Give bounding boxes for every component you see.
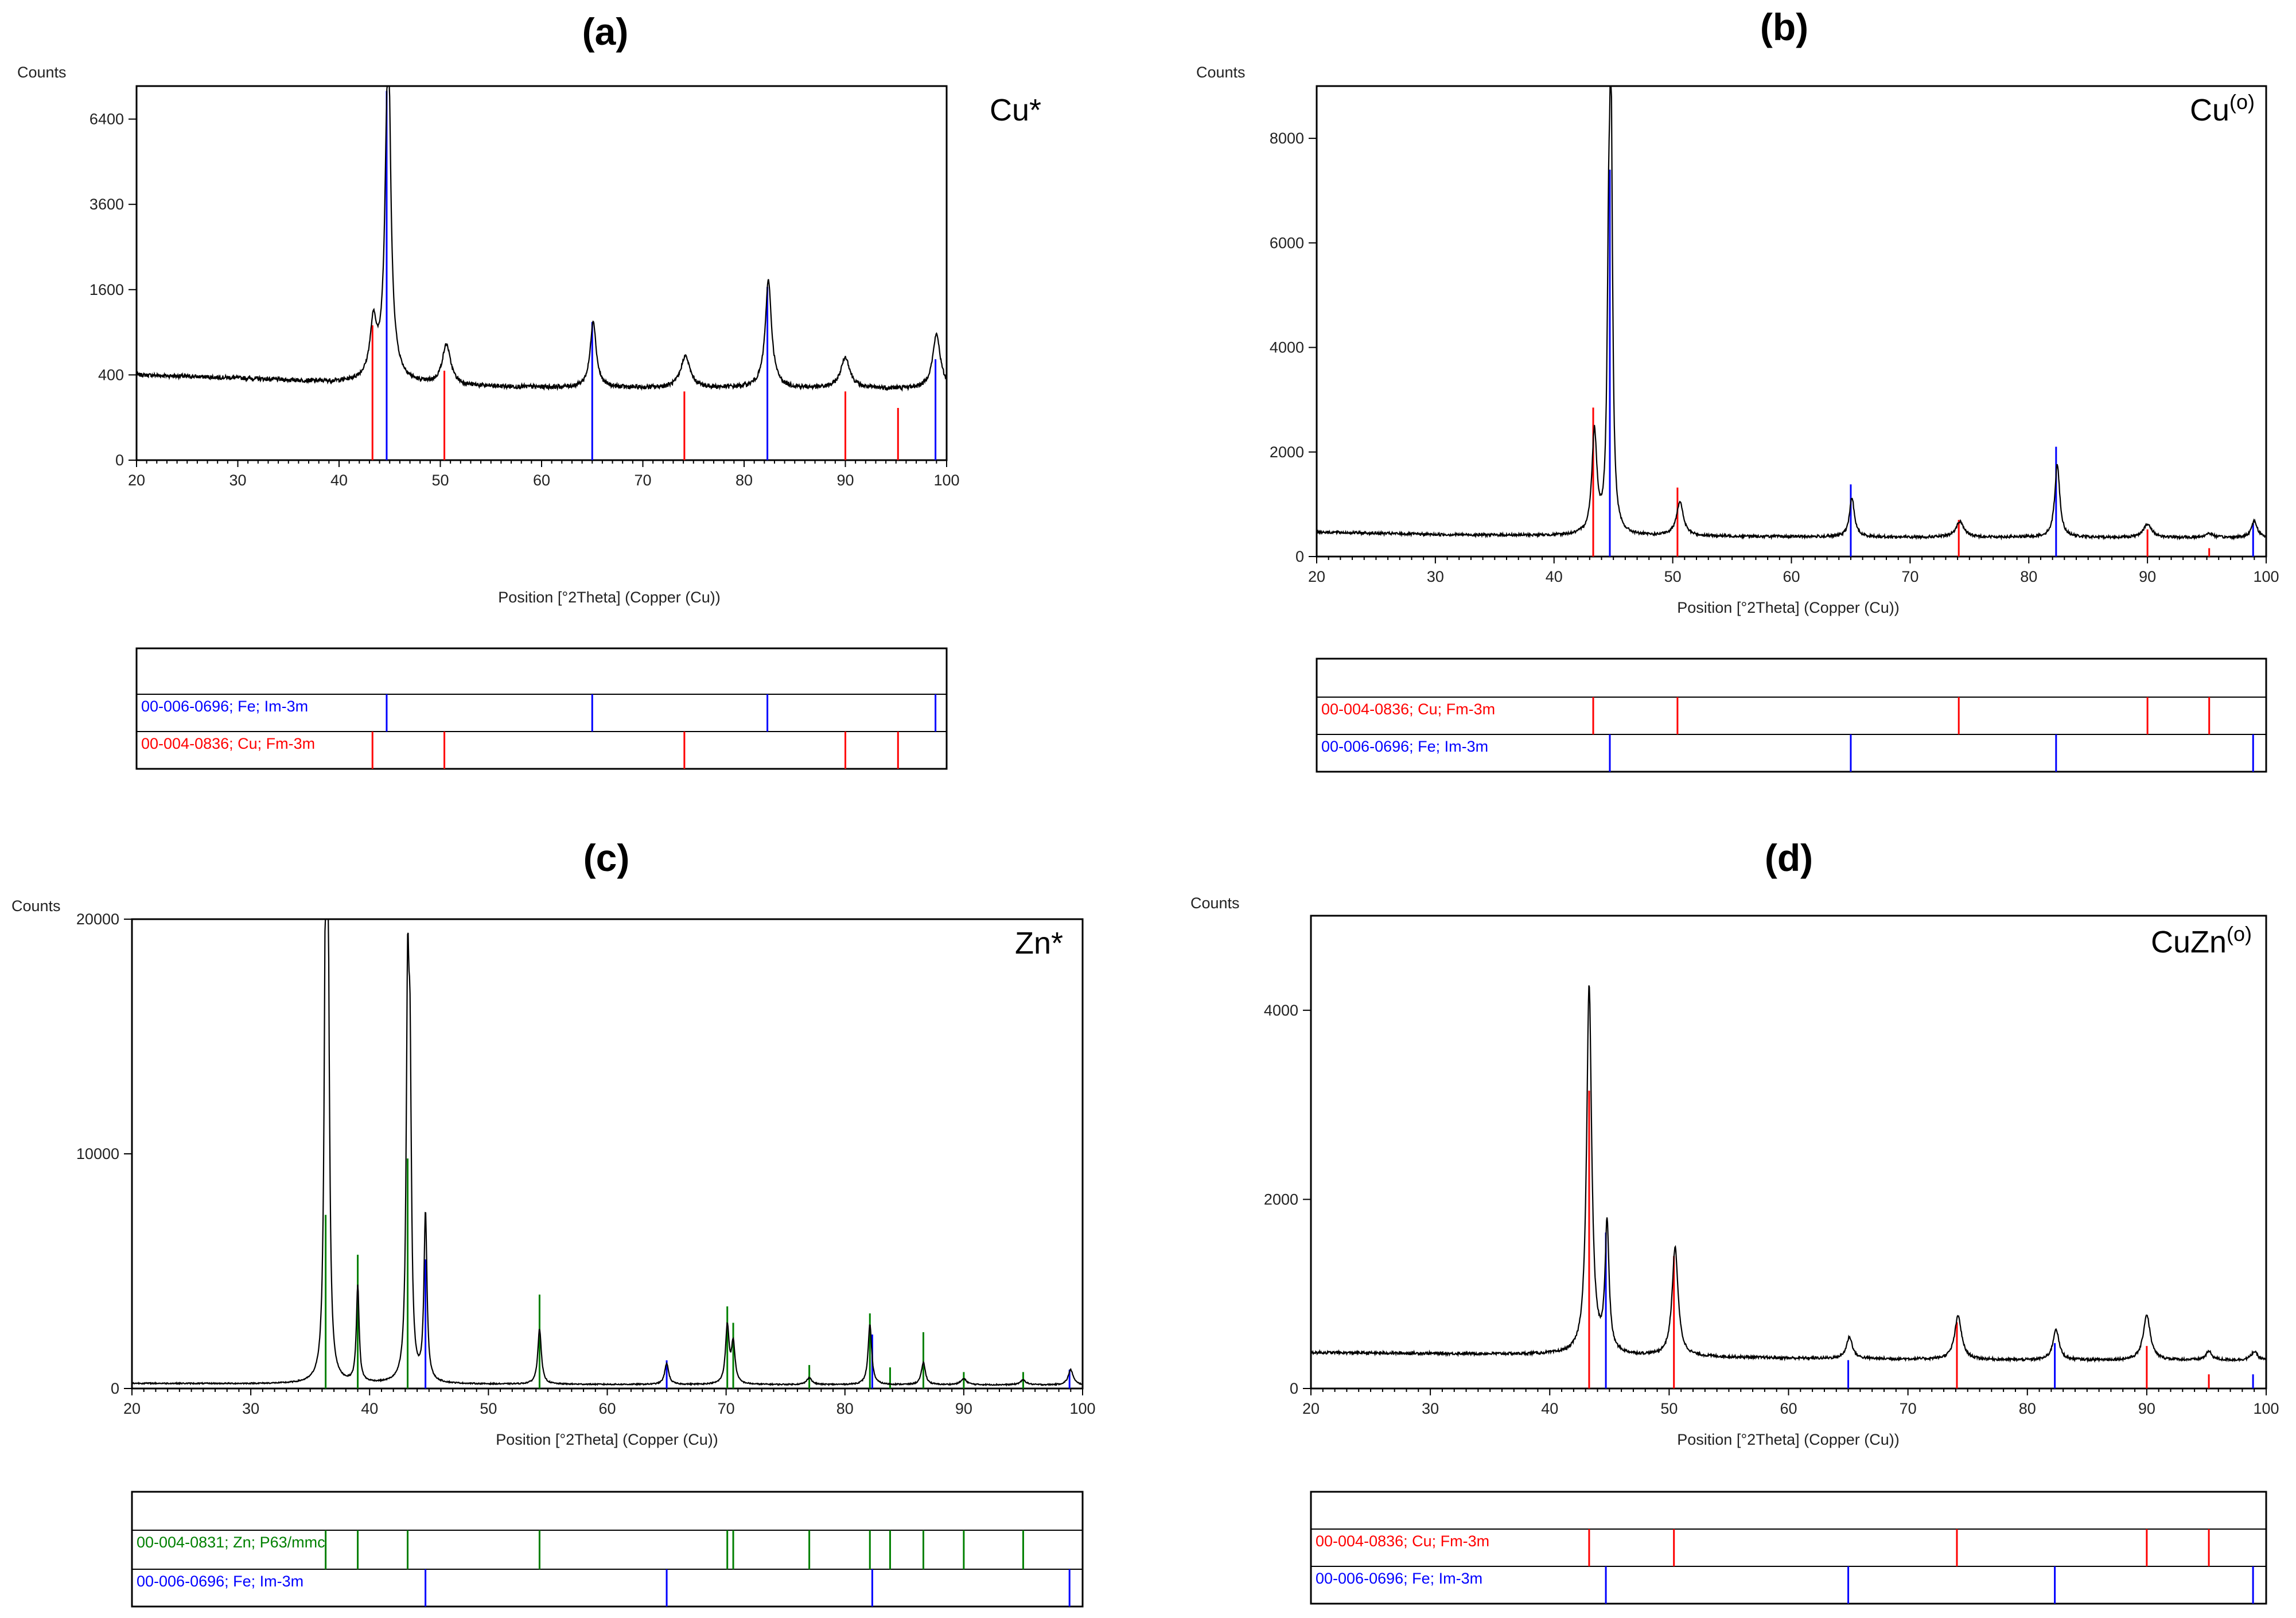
sample-label: Cu(o) bbox=[2190, 90, 2255, 127]
sample-label: Cu* bbox=[990, 93, 1041, 127]
reference-frame bbox=[1316, 658, 2267, 773]
y-tick-label: 10000 bbox=[76, 1145, 119, 1162]
reference-frame bbox=[131, 1491, 1084, 1608]
x-tick-label: 100 bbox=[933, 472, 959, 489]
y-tick-label: 6000 bbox=[1270, 234, 1304, 251]
y-tick-label: 0 bbox=[1290, 1380, 1298, 1397]
reference-row-label: 00-004-0836; Cu; Fm-3m bbox=[1321, 701, 1495, 718]
y-tick-label: 4000 bbox=[1264, 1002, 1298, 1019]
x-tick-label: 70 bbox=[1901, 568, 1918, 585]
x-axis-label: Position [°2Theta] (Copper (Cu)) bbox=[1677, 599, 1899, 616]
x-tick-label: 30 bbox=[242, 1400, 259, 1417]
y-tick-label: 0 bbox=[111, 1380, 119, 1397]
x-tick-label: 80 bbox=[2020, 568, 2037, 585]
x-tick-label: 20 bbox=[1302, 1400, 1320, 1417]
panel-label: (c) bbox=[583, 837, 630, 879]
y-tick-label: 4000 bbox=[1270, 339, 1304, 356]
x-tick-label: 40 bbox=[361, 1400, 378, 1417]
plot-frame bbox=[135, 85, 948, 461]
y-tick-label: 0 bbox=[1295, 548, 1304, 565]
plot-frame bbox=[1310, 915, 2267, 1390]
x-tick-label: 100 bbox=[1069, 1400, 1095, 1417]
x-tick-label: 30 bbox=[1422, 1400, 1439, 1417]
y-axis-label: Counts bbox=[1190, 894, 1240, 912]
x-tick-label: 20 bbox=[1308, 568, 1325, 585]
x-tick-label: 60 bbox=[533, 472, 550, 489]
diffraction-pattern bbox=[1310, 985, 2267, 1363]
reference-box: 00-004-0836; Cu; Fm-3m 00-006-0696; Fe; I… bbox=[1310, 1491, 2267, 1605]
x-tick-label: 80 bbox=[836, 1400, 854, 1417]
y-tick-label: 400 bbox=[98, 366, 124, 383]
reference-row-label: 00-006-0696; Fe; Im-3m bbox=[137, 1573, 303, 1590]
diffraction-pattern bbox=[131, 918, 1083, 1387]
reference-frame bbox=[135, 647, 948, 770]
x-tick-label: 20 bbox=[123, 1400, 141, 1417]
panel-d: (d) Counts 0 2000 4000 20 30 40 50 60 70 80 90 100 Pos… bbox=[1190, 837, 2279, 1605]
x-tick-label: 50 bbox=[480, 1400, 497, 1417]
y-tick-label: 8000 bbox=[1270, 130, 1304, 147]
x-tick-label: 50 bbox=[1660, 1400, 1678, 1417]
x-tick-label: 40 bbox=[1541, 1400, 1558, 1417]
x-tick-label: 30 bbox=[229, 472, 246, 489]
x-tick-label: 60 bbox=[1780, 1400, 1797, 1417]
x-tick-label: 40 bbox=[1546, 568, 1563, 585]
reference-box: 00-004-0831; Zn; P63/mmc 00-006-0696; Fe;… bbox=[131, 1491, 1084, 1608]
y-tick-label: 2000 bbox=[1264, 1191, 1298, 1208]
y-tick-label: 1600 bbox=[89, 281, 124, 298]
x-tick-label: 30 bbox=[1427, 568, 1444, 585]
panel-a: (a) Counts 0 400 1600 3600 6400 20 30 40 50 60 70 80 9… bbox=[17, 10, 1041, 770]
x-tick-label: 20 bbox=[128, 472, 145, 489]
x-tick-label: 40 bbox=[330, 472, 348, 489]
diffraction-pattern bbox=[135, 85, 948, 392]
x-tick-label: 50 bbox=[1664, 568, 1682, 585]
sample-label: Zn* bbox=[1015, 926, 1063, 960]
y-tick-label: 0 bbox=[115, 452, 124, 469]
x-tick-label: 80 bbox=[2019, 1400, 2036, 1417]
reference-row-label: 00-006-0696; Fe; Im-3m bbox=[1321, 738, 1488, 755]
x-tick-label: 60 bbox=[598, 1400, 616, 1417]
panel-c: (c) Counts 0 10000 20000 20 30 40 50 60 70 80 90 100 P… bbox=[11, 837, 1096, 1608]
y-axis-label: Counts bbox=[1196, 64, 1246, 81]
reference-box: 00-006-0696; Fe; Im-3m 00-004-0836; Cu; F… bbox=[135, 647, 948, 770]
x-tick-label: 90 bbox=[2138, 1400, 2155, 1417]
x-tick-label: 90 bbox=[2139, 568, 2156, 585]
x-tick-label: 50 bbox=[431, 472, 449, 489]
x-tick-label: 60 bbox=[1783, 568, 1800, 585]
y-tick-label: 2000 bbox=[1270, 444, 1304, 461]
x-tick-label: 80 bbox=[736, 472, 753, 489]
x-tick-label: 100 bbox=[2253, 568, 2279, 585]
reference-row-label: 00-006-0696; Fe; Im-3m bbox=[1316, 1570, 1482, 1587]
reference-box: 00-004-0836; Cu; Fm-3m 00-006-0696; Fe; I… bbox=[1316, 658, 2267, 773]
x-axis-label: Position [°2Theta] (Copper (Cu)) bbox=[498, 589, 720, 606]
y-axis-label: Counts bbox=[17, 64, 67, 81]
x-tick-label: 90 bbox=[836, 472, 854, 489]
x-axis-label: Position [°2Theta] (Copper (Cu)) bbox=[1677, 1431, 1899, 1448]
y-axis-label: Counts bbox=[11, 897, 61, 915]
reference-row-label: 00-004-0836; Cu; Fm-3m bbox=[141, 735, 315, 752]
y-tick-label: 3600 bbox=[89, 196, 124, 213]
x-tick-label: 70 bbox=[718, 1400, 735, 1417]
y-tick-label: 20000 bbox=[76, 911, 119, 928]
y-tick-label: 6400 bbox=[89, 111, 124, 128]
x-tick-label: 90 bbox=[955, 1400, 972, 1417]
reference-row-label: 00-004-0831; Zn; P63/mmc bbox=[137, 1534, 325, 1551]
x-tick-label: 70 bbox=[634, 472, 651, 489]
diffraction-pattern bbox=[1316, 85, 2267, 541]
sample-label: CuZn(o) bbox=[2151, 922, 2252, 959]
panel-b: (b) Counts 0 2000 4000 6000 8000 20 30 40 50 60 70 80… bbox=[1196, 6, 2279, 773]
panel-label: (a) bbox=[582, 10, 629, 53]
x-tick-label: 100 bbox=[2253, 1400, 2279, 1417]
reference-frame bbox=[1310, 1491, 2267, 1605]
reference-row-label: 00-004-0836; Cu; Fm-3m bbox=[1316, 1533, 1489, 1550]
panel-label: (d) bbox=[1765, 837, 1813, 879]
reference-row-label: 00-006-0696; Fe; Im-3m bbox=[141, 698, 308, 715]
x-tick-label: 70 bbox=[1900, 1400, 1917, 1417]
plot-frame bbox=[1316, 85, 2267, 558]
x-axis-label: Position [°2Theta] (Copper (Cu)) bbox=[496, 1431, 718, 1448]
panel-label: (b) bbox=[1760, 6, 1808, 48]
plot-frame bbox=[131, 918, 1084, 1390]
